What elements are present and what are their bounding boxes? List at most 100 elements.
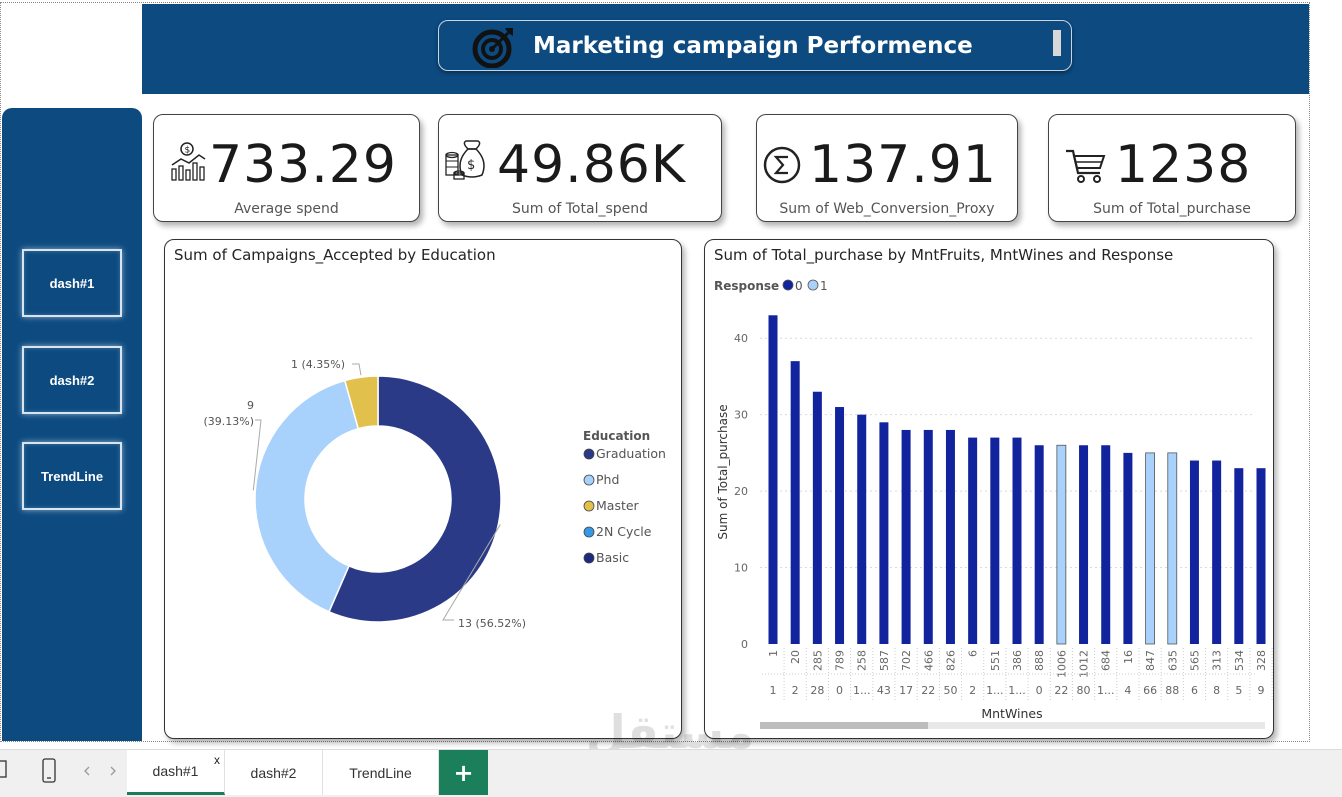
- x-tick-label-outer: 4: [1124, 684, 1131, 697]
- chevron-right-icon[interactable]: [108, 765, 118, 777]
- x-tick-label-outer: 28: [810, 684, 824, 697]
- x-tick-label-outer: 88: [1165, 684, 1179, 697]
- x-tick-label-outer: 0: [836, 684, 843, 697]
- x-tick-label-outer: 5: [1235, 684, 1242, 697]
- tab-dash2[interactable]: dash#2: [225, 750, 323, 795]
- nav-button-trendline[interactable]: TrendLine: [22, 442, 122, 510]
- legend-item: 2N Cycle: [596, 524, 652, 539]
- x-tick-label: 16: [1122, 650, 1135, 664]
- legend-item: 1: [820, 279, 828, 293]
- legend-marker: [807, 279, 819, 291]
- donut-slice: [254, 379, 360, 613]
- donut-chart: 13 (56.52%) 9 (39.13%) 1 (4.35%) Education Gr…: [203, 358, 666, 630]
- legend-item: 0: [795, 279, 803, 293]
- nav-button-dash1[interactable]: dash#1: [22, 249, 122, 317]
- x-tick-label-outer: 1...: [1008, 684, 1026, 697]
- x-tick-label: 847: [1144, 650, 1157, 671]
- chart-title: Sum of Campaigns_Accepted by Education: [174, 246, 496, 264]
- chart-title: Sum of Total_purchase by MntFruits, MntW…: [714, 246, 1174, 264]
- legend-marker: [583, 448, 595, 460]
- shopping-cart-icon: [1066, 149, 1106, 183]
- x-tick-label: 888: [1033, 650, 1046, 671]
- x-tick-label: 534: [1233, 650, 1246, 671]
- tab-label: dash#1: [152, 763, 199, 779]
- donut-chart-panel: Sum of Campaigns_Accepted by Education 1…: [164, 239, 682, 739]
- legend-item: Graduation: [596, 446, 666, 461]
- x-tick-label: 551: [989, 650, 1002, 671]
- bar: [1256, 468, 1266, 644]
- data-label-leader: [442, 524, 501, 621]
- bar: [968, 437, 978, 644]
- bar: [1034, 445, 1044, 644]
- bar: [812, 391, 822, 644]
- bar: [1012, 437, 1022, 644]
- bar: [1167, 452, 1178, 645]
- legend-marker: [583, 500, 595, 512]
- add-page-button[interactable]: +: [439, 750, 488, 795]
- bar: [879, 422, 889, 644]
- x-tick-label: 258: [856, 650, 869, 671]
- x-tick-label: 466: [922, 650, 935, 671]
- x-tick-label: 587: [878, 650, 891, 671]
- bar: [1145, 452, 1155, 645]
- tab-trendline[interactable]: TrendLine: [323, 750, 439, 795]
- bar: [857, 414, 867, 644]
- bar: [835, 407, 845, 644]
- page-tabs-bar: dash#1 x dash#2 TrendLine +: [0, 749, 1342, 797]
- x-tick-label-outer: 1: [770, 684, 777, 697]
- x-tick-label: 789: [834, 650, 847, 671]
- x-tick-label: 635: [1166, 650, 1179, 671]
- x-tick-label: 1: [767, 650, 780, 657]
- legend-marker: [583, 552, 595, 564]
- bar: [990, 437, 1000, 644]
- nav-button-dash2[interactable]: dash#2: [22, 346, 122, 414]
- x-tick-label-outer: 8: [1213, 684, 1220, 697]
- x-tick-label: 386: [1011, 650, 1024, 671]
- y-tick-label: 0: [741, 638, 748, 651]
- data-label: 13 (56.52%): [458, 617, 526, 630]
- y-axis-title: Sum of Total_purchase: [716, 404, 730, 539]
- kpi-label: Sum of Web_Conversion_Proxy: [779, 201, 995, 217]
- kpi-value: 137.91: [809, 135, 997, 195]
- x-tick-label: 684: [1100, 650, 1113, 671]
- kpi-card-average-spend: $ 733.29 Average spend: [153, 114, 420, 222]
- scrollbar-track: [760, 722, 1265, 729]
- bar-chart-coin-icon: $: [171, 142, 206, 181]
- tab-dash1[interactable]: dash#1 x: [127, 750, 225, 795]
- data-label-leader: [352, 363, 362, 376]
- legend-item: Basic: [596, 550, 629, 565]
- data-label: (39.13%): [203, 415, 254, 428]
- x-tick-label: 328: [1255, 650, 1268, 671]
- legend-title: Education: [583, 429, 650, 443]
- chevron-left-icon[interactable]: [82, 765, 92, 777]
- kpi-card-total-spend: $ 49.86K Sum of Total_spend: [438, 114, 722, 222]
- bar: [1189, 460, 1199, 644]
- bar: [1234, 468, 1244, 644]
- legend-item: Master: [596, 498, 640, 513]
- scrollbar-thumb: [760, 722, 928, 729]
- bar: [901, 429, 911, 644]
- kpi-label: Sum of Total_purchase: [1093, 201, 1251, 217]
- close-icon[interactable]: x: [214, 753, 220, 767]
- legend-marker: [583, 526, 595, 538]
- x-tick-label: 285: [811, 650, 824, 671]
- sigma-icon: [763, 146, 801, 184]
- kpi-card-total-purchase: 1238 Sum of Total_purchase: [1048, 114, 1296, 222]
- x-tick-label-outer: 1...: [1097, 684, 1115, 697]
- mobile-view-icon[interactable]: [40, 758, 58, 784]
- x-tick-label-outer: 6: [1191, 684, 1198, 697]
- kpi-card-web-conversion: 137.91 Sum of Web_Conversion_Proxy: [756, 114, 1018, 222]
- y-tick-label: 20: [734, 485, 748, 498]
- title-box: Marketing campaign Performence: [438, 20, 1072, 71]
- x-tick-label-outer: 66: [1143, 684, 1157, 697]
- x-axis-title: MntWines: [981, 706, 1042, 721]
- money-bag-icon: $: [445, 140, 485, 180]
- kpi-label: Average spend: [234, 201, 339, 217]
- data-label-leader: [252, 419, 262, 491]
- x-tick-label-outer: 17: [899, 684, 913, 697]
- legend-item: Phd: [596, 472, 619, 487]
- bar-chart-panel: Sum of Total_purchase by MntFruits, MntW…: [704, 239, 1274, 739]
- desktop-view-icon[interactable]: [0, 759, 8, 779]
- x-tick-label-outer: 50: [943, 684, 957, 697]
